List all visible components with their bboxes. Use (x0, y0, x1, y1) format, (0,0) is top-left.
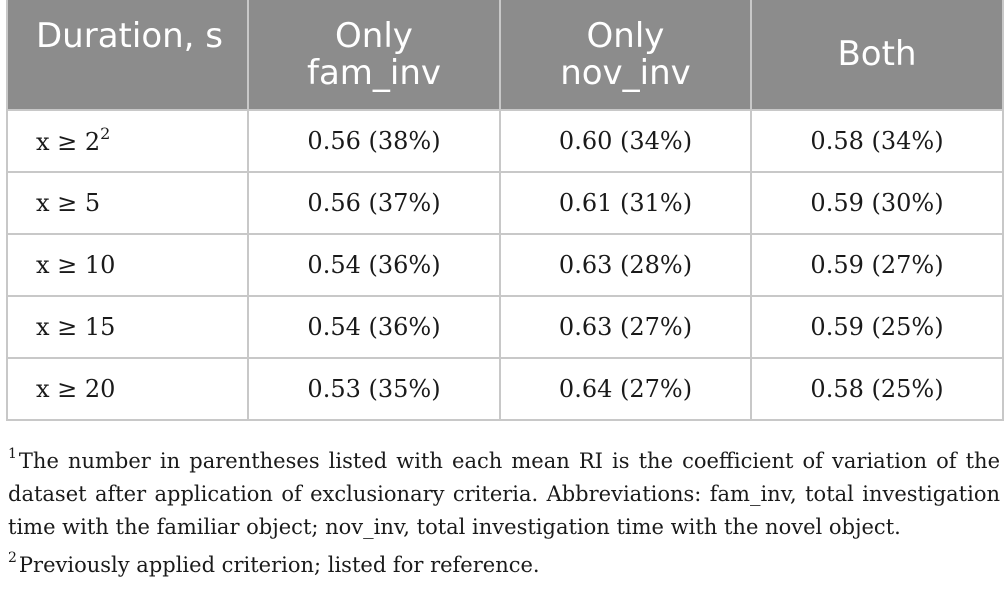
header-both: Both (750, 0, 1004, 111)
cell-duration: x ≥ 15 (6, 295, 249, 359)
header-only-fam-inv: Only fam_inv (247, 0, 501, 111)
table-row: x ≥ 20 0.53 (35%) 0.64 (27%) 0.58 (25%) (6, 357, 1004, 421)
cell-fam: 0.56 (37%) (247, 171, 501, 235)
table-row: x ≥ 15 0.54 (36%) 0.63 (27%) 0.59 (25%) (6, 295, 1004, 359)
cell-both: 0.58 (34%) (750, 109, 1004, 173)
table-row: x ≥ 22 0.56 (38%) 0.60 (34%) 0.58 (34%) (6, 109, 1004, 173)
cell-nov: 0.63 (27%) (499, 295, 752, 359)
cell-fam: 0.56 (38%) (247, 109, 501, 173)
cell-duration: x ≥ 22 (6, 109, 249, 173)
cell-nov: 0.60 (34%) (499, 109, 752, 173)
cell-both: 0.58 (25%) (750, 357, 1004, 421)
cell-nov: 0.61 (31%) (499, 171, 752, 235)
cell-both: 0.59 (30%) (750, 171, 1004, 235)
header-only-nov-inv: Only nov_inv (499, 0, 752, 111)
cell-duration: x ≥ 10 (6, 233, 249, 297)
cell-duration: x ≥ 5 (6, 171, 249, 235)
results-table-container: Duration, s Only fam_inv Only nov_inv Both… (6, 0, 1004, 421)
cell-fam: 0.54 (36%) (247, 233, 501, 297)
table-header-row: Duration, s Only fam_inv Only nov_inv Both (6, 0, 1004, 111)
results-table: Duration, s Only fam_inv Only nov_inv Both… (6, 0, 1004, 421)
table-footnotes: 1The number in parentheses listed with e… (8, 440, 1000, 582)
header-duration: Duration, s (6, 0, 249, 111)
cell-both: 0.59 (27%) (750, 233, 1004, 297)
table-row: x ≥ 5 0.56 (37%) 0.61 (31%) 0.59 (30%) (6, 171, 1004, 235)
cell-nov: 0.63 (28%) (499, 233, 752, 297)
footnote-2: 2Previously applied criterion; listed fo… (8, 550, 540, 577)
footnote-1: 1The number in parentheses listed with e… (8, 446, 1000, 539)
cell-nov: 0.64 (27%) (499, 357, 752, 421)
cell-fam: 0.54 (36%) (247, 295, 501, 359)
cell-both: 0.59 (25%) (750, 295, 1004, 359)
cell-fam: 0.53 (35%) (247, 357, 501, 421)
table-row: x ≥ 10 0.54 (36%) 0.63 (28%) 0.59 (27%) (6, 233, 1004, 297)
cell-duration: x ≥ 20 (6, 357, 249, 421)
